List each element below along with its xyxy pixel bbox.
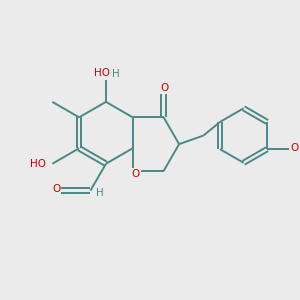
Text: HO: HO — [94, 68, 110, 78]
Text: O: O — [52, 184, 60, 194]
Text: H: H — [112, 69, 120, 80]
Text: O: O — [131, 169, 140, 179]
Text: O: O — [161, 83, 169, 93]
Text: H: H — [96, 188, 104, 198]
Text: O: O — [291, 143, 299, 153]
Text: HO: HO — [30, 159, 46, 169]
